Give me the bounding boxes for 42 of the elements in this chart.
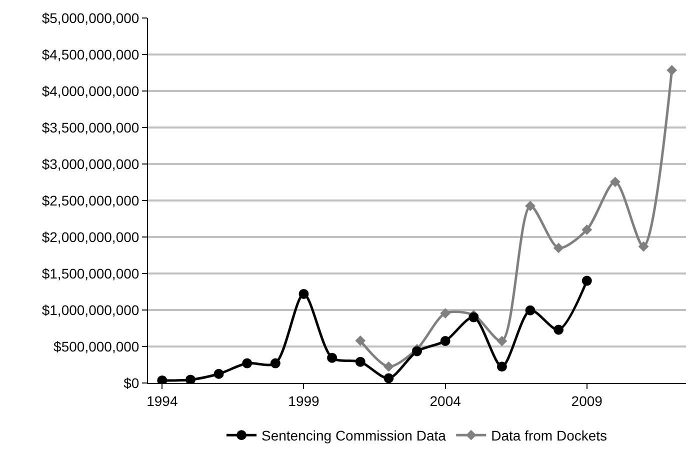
point	[384, 373, 394, 383]
y-tick-label: $4,000,000,000	[42, 82, 140, 99]
point	[440, 308, 451, 318]
point	[554, 324, 564, 335]
y-tick-label: $5,000,000,000	[42, 10, 140, 26]
legend-label: Data from Dockets	[491, 428, 608, 444]
point	[412, 346, 422, 356]
x-tick-label: 2009	[571, 392, 603, 409]
y-tick-label: $2,000,000,000	[42, 228, 140, 245]
point	[525, 200, 536, 212]
y-tick-label: $2,500,000,000	[42, 192, 140, 208]
point	[298, 288, 309, 299]
x-tick-label: 2004	[430, 392, 462, 409]
point	[496, 336, 508, 346]
point	[468, 312, 479, 322]
point	[610, 176, 620, 188]
point	[525, 305, 536, 316]
point	[582, 224, 592, 235]
point	[553, 242, 564, 254]
y-tick-label: $1,500,000,000	[42, 265, 140, 282]
point	[638, 241, 649, 252]
point	[666, 64, 678, 76]
point	[327, 352, 338, 363]
x-tick-label: 1999	[288, 392, 320, 409]
y-tick-label: $3,000,000,000	[42, 156, 140, 172]
point	[270, 358, 280, 368]
y-tick-label: $0	[124, 374, 140, 391]
y-tick-label: $1,000,000,000	[42, 302, 140, 318]
point	[496, 362, 507, 372]
point	[440, 336, 450, 346]
point	[242, 358, 252, 368]
point	[214, 368, 224, 379]
point	[355, 335, 366, 346]
point	[355, 356, 366, 367]
point	[185, 374, 196, 383]
y-tick-label: $3,500,000,000	[42, 119, 140, 136]
y-tick-label: $4,500,000,000	[42, 46, 140, 62]
point	[383, 361, 394, 372]
legend-label: Sentencing Commission Data	[262, 428, 446, 444]
x-tick-label: 1994	[146, 392, 178, 409]
y-tick-label: $500,000,000	[54, 338, 140, 354]
point	[582, 276, 592, 286]
